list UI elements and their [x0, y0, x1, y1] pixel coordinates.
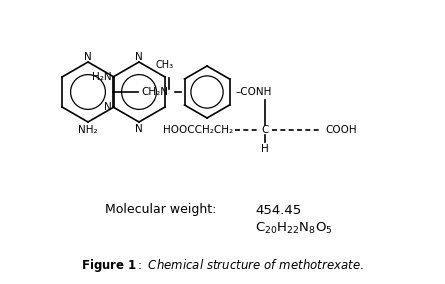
Text: –CONH: –CONH	[235, 87, 271, 97]
Text: H₂N: H₂N	[93, 72, 112, 82]
Text: N: N	[135, 52, 143, 62]
Text: N: N	[84, 52, 92, 62]
Text: CH₃: CH₃	[155, 60, 173, 70]
Text: COOH: COOH	[325, 125, 356, 135]
Text: C$_{20}$H$_{22}$N$_{8}$O$_{5}$: C$_{20}$H$_{22}$N$_{8}$O$_{5}$	[255, 220, 332, 235]
Text: C: C	[261, 125, 269, 135]
Text: $\bf{Figure\ 1}$$\it{:\ Chemical\ structure\ of\ methotrexate.}$: $\bf{Figure\ 1}$$\it{:\ Chemical\ struct…	[81, 256, 364, 273]
Text: N: N	[135, 124, 143, 134]
Text: H: H	[261, 144, 269, 154]
Text: 454.45: 454.45	[255, 204, 301, 216]
Text: CH₂N: CH₂N	[141, 87, 168, 97]
Text: N: N	[104, 102, 112, 112]
Text: Molecular weight:: Molecular weight:	[105, 204, 216, 216]
Text: NH₂: NH₂	[78, 125, 98, 135]
Text: HOOCCH₂CH₂: HOOCCH₂CH₂	[163, 125, 233, 135]
